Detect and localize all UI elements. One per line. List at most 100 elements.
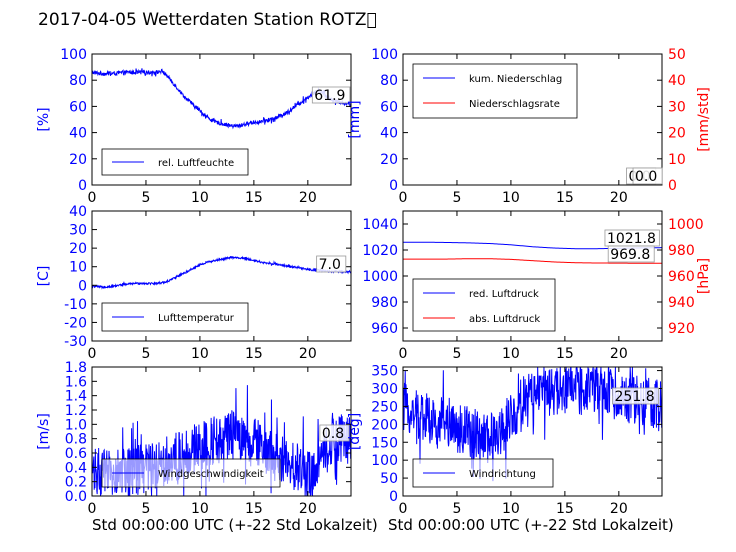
- y-tick-label: -10: [64, 297, 87, 313]
- plot-frame: [91, 366, 352, 497]
- y2-tick-label: 960: [668, 269, 695, 285]
- x-tick-label: 0: [399, 501, 408, 517]
- y-tick-label: 50: [380, 471, 398, 487]
- x-tick-label: 20: [299, 190, 317, 206]
- y-tick-label: 40: [69, 126, 87, 142]
- legend: Windrichtung: [412, 458, 554, 488]
- y-tick-label: 1.6: [65, 374, 87, 390]
- value-box: [316, 255, 347, 273]
- series-line-1: [403, 367, 662, 482]
- x-tick-label: 15: [245, 190, 263, 206]
- x-tick-label: 20: [610, 501, 628, 517]
- series-line-1: [92, 255, 351, 290]
- chart-precip: 0 5 10 15 20 0 20 40 60 80 100 [mm] 0 10 20 30 40 50 [mm/s…: [347, 47, 712, 206]
- y2-tick-label: 0: [668, 178, 677, 194]
- x-tick-label: 15: [245, 501, 263, 517]
- legend-label: Niederschlagsrate: [469, 99, 560, 110]
- y-tick-label: 1.4: [65, 389, 87, 405]
- y-tick-label: 0.6: [65, 446, 87, 462]
- x-tick-label: 10: [502, 346, 520, 362]
- value-box: [607, 245, 655, 263]
- y2-tick-label: 980: [668, 243, 695, 259]
- y-tick-label: -20: [64, 315, 87, 331]
- y-tick-label: 350: [371, 364, 398, 380]
- chart-winddir: 0 5 10 15 20050100150200250300350[deg]251.8W…: [347, 364, 663, 517]
- y-tick-label: 200: [371, 417, 398, 433]
- legend: kum. Niederschlag Niederschlagsrate: [412, 63, 578, 119]
- value-box: [311, 86, 351, 104]
- value-label: 61.9: [314, 88, 345, 104]
- legend-label: abs. Luftdruck: [469, 314, 540, 325]
- y-tick-label: 80: [69, 73, 87, 89]
- x-tick-label: 15: [556, 501, 574, 517]
- chart-temperature: 0 5 10 15 20 -30 -20 -10 0 10 20 30 40 [C] 7.0 Lufttemp…: [36, 204, 352, 362]
- x-tick-label: 10: [191, 190, 209, 206]
- y2-tick-label: 1000: [668, 217, 704, 233]
- y2-tick-label: 50: [668, 47, 686, 63]
- y-tick-label: 0.2: [65, 475, 87, 491]
- x-tick-label: 15: [556, 346, 574, 362]
- value-label: 0.8: [322, 426, 344, 442]
- y2-tick-label: 940: [668, 295, 695, 311]
- series-line-2: [403, 258, 662, 264]
- x-axis-label-right: Std 00:00:00 UTC (+-22 Std Lokalzeit): [388, 516, 674, 534]
- y2-axis-label: [mm/std]: [696, 87, 712, 152]
- x-tick-label: 0: [399, 190, 408, 206]
- value-label: 1021.8: [607, 231, 656, 247]
- y-tick-label: 0: [78, 278, 87, 294]
- y-tick-label: 1.2: [65, 403, 87, 419]
- y-tick-label: 20: [69, 241, 87, 257]
- y-tick-label: 1.8: [65, 360, 87, 376]
- plot-frame: [402, 53, 663, 186]
- value-label: 251.8: [615, 389, 655, 405]
- value-label: 7.0: [319, 257, 341, 273]
- x-tick-label: 10: [502, 190, 520, 206]
- y-axis-label: [%]: [36, 107, 52, 131]
- value-box: [319, 424, 350, 442]
- x-tick-label: 10: [502, 501, 520, 517]
- y-tick-label: 960: [371, 321, 398, 337]
- x-tick-label: 20: [299, 346, 317, 362]
- figure-title: 2017-04-05 Wetterdaten Station ROTZ : [38, 10, 377, 30]
- y-tick-label: 0.4: [65, 460, 87, 476]
- x-tick-label: 0: [88, 346, 97, 362]
- y-tick-label: 100: [60, 47, 87, 63]
- legend-label: Windrichtung: [469, 469, 536, 480]
- value-label: 969.8: [610, 247, 650, 263]
- y-axis-label: [deg]: [347, 413, 363, 450]
- y-tick-label: 40: [69, 204, 87, 220]
- x-tick-label: 5: [452, 346, 461, 362]
- y-tick-label: 0.8: [65, 432, 87, 448]
- y2-tick-label: 30: [668, 99, 686, 115]
- y-tick-label: 20: [380, 152, 398, 168]
- x-tick-label: 0: [88, 501, 97, 517]
- legend-label: red. Luftdruck: [469, 289, 539, 300]
- y-tick-label: 1000: [362, 269, 398, 285]
- value-box: [632, 167, 663, 185]
- x-tick-label: 5: [141, 501, 150, 517]
- x-tick-label: 20: [610, 190, 628, 206]
- y2-tick-label: 10: [668, 152, 686, 168]
- y2-tick-label: 40: [668, 73, 686, 89]
- plot-frame: [91, 53, 352, 186]
- y-tick-label: 1.0: [65, 417, 87, 433]
- chart-windspeed: 0 5 10 15 200.00.20.40.60.81.01.21.41.61.8[m…: [36, 360, 352, 517]
- y-tick-label: 0.0: [65, 489, 87, 505]
- y2-tick-label: 20: [668, 126, 686, 142]
- plot-frame: [91, 210, 352, 342]
- plot-frame: [402, 366, 663, 497]
- x-tick-label: 5: [452, 190, 461, 206]
- legend-label: Windgeschwindigkeit: [158, 469, 264, 480]
- legend: rel. Luftfeuchte: [101, 148, 249, 176]
- y-tick-label: 250: [371, 399, 398, 415]
- y-tick-label: 100: [371, 453, 398, 469]
- chart-pressure: 0 5 10 15 20 960 980 1000 1020 1040 920 940 960 980 10…: [362, 210, 712, 362]
- y-tick-label: 30: [69, 223, 87, 239]
- x-tick-label: 10: [191, 501, 209, 517]
- x-tick-label: 15: [556, 190, 574, 206]
- y-tick-label: 60: [380, 99, 398, 115]
- legend-label: Lufttemperatur: [158, 313, 235, 324]
- legend-frame: [101, 148, 249, 176]
- legend: Lufttemperatur: [101, 302, 249, 332]
- legend: Windgeschwindigkeit: [101, 458, 281, 488]
